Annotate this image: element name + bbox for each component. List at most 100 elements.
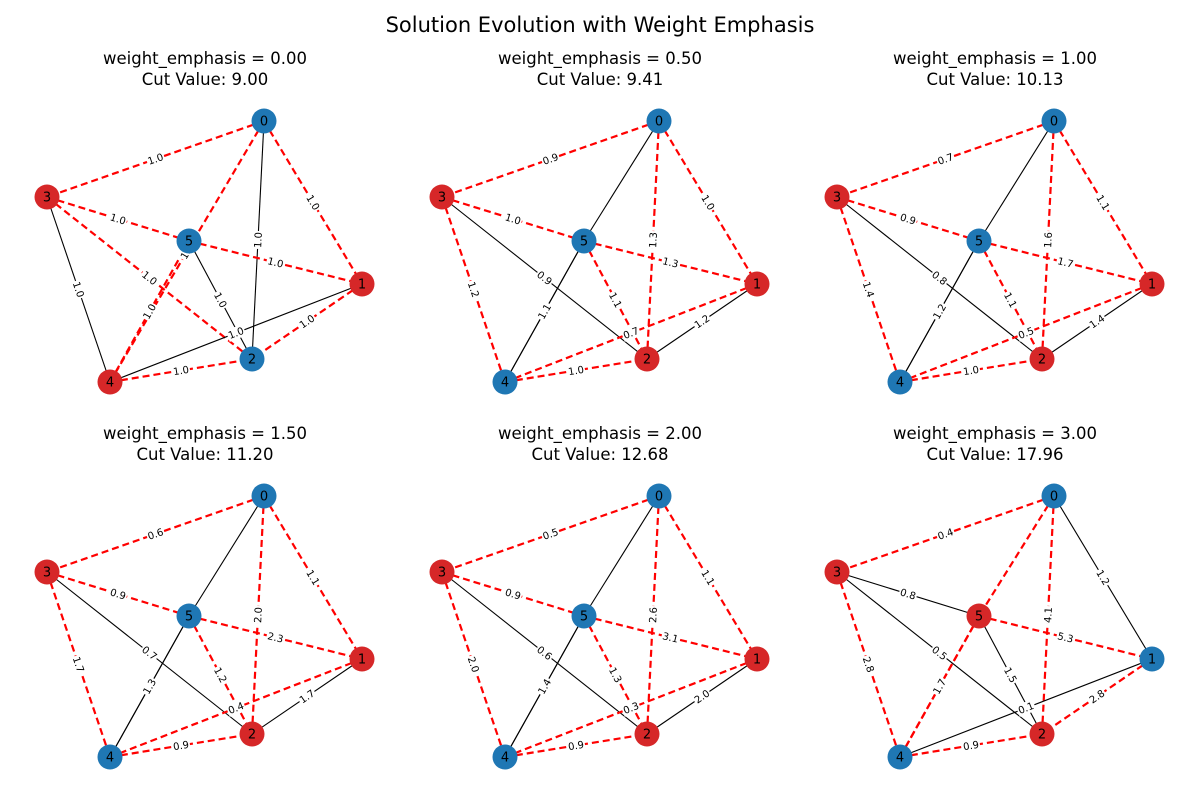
edge-layer <box>440 119 758 384</box>
edge-weight-label-bg <box>464 654 483 675</box>
edge-weight-label-bg <box>897 585 919 603</box>
edge-weight-label: 2.8 <box>1086 686 1108 707</box>
node-3: 3 <box>824 559 850 585</box>
node-0: 0 <box>646 483 672 509</box>
node-3-circle <box>429 559 455 585</box>
edge-weight-label-bg <box>1000 289 1021 311</box>
node-4-label: 4 <box>896 751 904 766</box>
edge-weight-text: 0.3 <box>622 701 641 717</box>
node-layer: 0 1 2 3 4 5 <box>34 483 375 770</box>
edge-0-5-uncut <box>583 495 660 617</box>
edge-weight-text: 1.0 <box>108 212 126 227</box>
edge-weight-label: 1.1 <box>698 566 718 589</box>
edge-weight-label: 2.6 <box>646 605 660 625</box>
edge-3-5-cut <box>441 195 585 243</box>
node-5-circle <box>176 603 202 629</box>
edge-weight-label-bg <box>225 324 247 342</box>
node-4: 4 <box>97 369 123 395</box>
edge-weight-text: 1.0 <box>172 365 189 378</box>
node-5-label: 5 <box>975 610 983 625</box>
edge-weight-text: 0.9 <box>172 740 189 753</box>
edge-weight-label-bg <box>646 605 660 625</box>
node-5-circle <box>571 603 597 629</box>
edge-weight-label-bg <box>698 191 718 214</box>
node-3-circle <box>34 184 60 210</box>
edge-weight-text: 2.8 <box>860 656 876 675</box>
subplot-title-line2: Cut Value: 12.68 <box>531 445 668 464</box>
node-1: 1 <box>349 271 375 297</box>
node-4-label: 4 <box>106 751 114 766</box>
node-0-circle <box>251 108 277 134</box>
edge-weight-label: 0.7 <box>935 150 956 168</box>
edge-weight-text: 1.6 <box>1043 232 1055 248</box>
node-3-circle <box>824 184 850 210</box>
edge-weight-label-bg <box>660 629 681 646</box>
node-2: 2 <box>634 721 660 747</box>
edge-weight-label: 1.0 <box>171 363 191 378</box>
node-1: 1 <box>1139 646 1165 672</box>
node-0-label: 0 <box>655 490 663 505</box>
edge-0-5-uncut <box>188 495 265 617</box>
node-2: 2 <box>634 346 660 372</box>
edge-weight-text: 0.9 <box>503 587 521 602</box>
edge-weight-label-bg <box>859 654 878 675</box>
subplot-5: weight_emphasis = 3.00 Cut Value: 17.96 … <box>824 424 1165 770</box>
node-2-label: 2 <box>643 728 651 743</box>
edge-weight-label-bg <box>296 311 318 332</box>
edge-weight-label-bg <box>566 738 586 753</box>
node-1-circle <box>349 646 375 672</box>
edge-weight-label: 1.3 <box>605 664 626 686</box>
edge-weight-text: 0.4 <box>937 527 956 543</box>
node-3: 3 <box>34 184 60 210</box>
edge-weight-label-bg <box>251 230 265 250</box>
edge-weight-label-bg <box>533 642 556 664</box>
edge-weight-label: 2.0 <box>691 686 713 707</box>
edge-weight-label-bg <box>605 664 626 686</box>
edge-weight-text: 0.9 <box>898 212 916 227</box>
edge-weight-label: 1.3 <box>646 230 660 250</box>
node-1-label: 1 <box>358 278 366 293</box>
node-5: 5 <box>966 228 992 254</box>
edge-weight-label: 1.0 <box>210 289 231 311</box>
node-3-label: 3 <box>438 191 446 206</box>
node-2-circle <box>239 346 265 372</box>
node-1-label: 1 <box>358 653 366 668</box>
edge-0-2-cut <box>250 495 266 735</box>
edge-weight-label-bg <box>691 311 713 332</box>
edge-0-1-cut <box>1053 120 1153 285</box>
edge-weight-label-bg <box>171 738 191 753</box>
edge-weight-label: 2.0 <box>251 605 265 625</box>
edge-weight-label-bg <box>69 654 88 675</box>
edge-weight-label-bg <box>464 279 483 300</box>
edge-weight-label-bg <box>534 675 555 698</box>
edge-weight-label: 0.1 <box>1015 699 1037 717</box>
subplot-title-line2: Cut Value: 9.00 <box>142 70 269 89</box>
edge-weight-label-bg <box>1086 311 1108 332</box>
edge-weight-label: 0.8 <box>928 267 951 289</box>
edge-weight-label: 1.1 <box>1093 191 1113 214</box>
node-3: 3 <box>429 184 455 210</box>
edge-weight-label-bg <box>139 300 160 323</box>
edge-weight-label: 1.0 <box>251 230 265 250</box>
node-layer: 0 1 2 3 4 5 <box>429 108 770 395</box>
edge-weight-label: 1.3 <box>660 254 681 271</box>
node-3-circle <box>429 184 455 210</box>
edge-weight-label: 0.9 <box>961 738 981 753</box>
edge-weight-text: 1.4 <box>860 281 876 300</box>
edge-weight-label: 1.0 <box>145 150 166 168</box>
node-1-circle <box>1139 646 1165 672</box>
edge-weight-label: 1.0 <box>303 191 323 214</box>
edge-weight-label: 1.1 <box>534 300 555 323</box>
edge-weight-label: 1.2 <box>929 300 950 323</box>
edge-weight-label-bg <box>265 254 286 271</box>
subplot-1: weight_emphasis = 0.50 Cut Value: 9.41 0… <box>429 49 770 395</box>
edge-weight-text: 0.7 <box>937 152 956 168</box>
edge-weight-label-bg <box>935 525 956 543</box>
edge-weight-text: 4.1 <box>1043 607 1055 623</box>
edge-weight-label: 1.4 <box>860 279 878 300</box>
node-0-circle <box>1041 483 1067 509</box>
edge-weight-label: 1.7 <box>69 654 88 675</box>
node-5: 5 <box>966 603 992 629</box>
node-3: 3 <box>429 559 455 585</box>
edge-weight-text: 1.7 <box>1056 256 1074 271</box>
